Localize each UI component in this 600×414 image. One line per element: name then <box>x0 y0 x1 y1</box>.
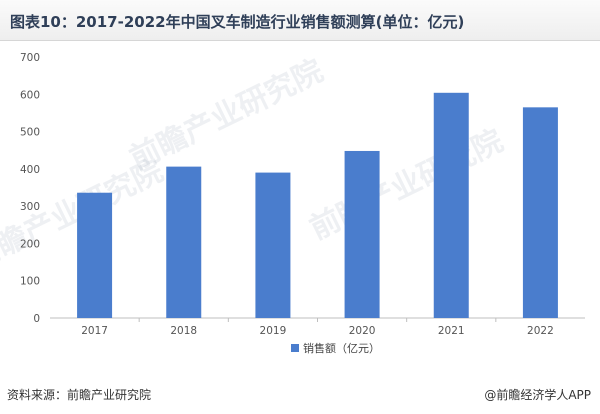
x-tick-label: 2020 <box>349 325 376 337</box>
x-tick-label: 2017 <box>81 325 108 337</box>
bar <box>433 92 469 318</box>
y-tick-label: 0 <box>33 313 40 325</box>
x-tick-label: 2022 <box>527 325 554 337</box>
y-tick-label: 700 <box>20 52 40 64</box>
credit-note: @前瞻经济学人APP <box>484 388 591 402</box>
y-tick-label: 300 <box>20 201 40 213</box>
source-note: 资料来源：前瞻产业研究院 <box>7 388 152 402</box>
x-tick-label: 2021 <box>438 325 465 337</box>
legend-label: 销售额（亿元） <box>303 341 380 355</box>
bar <box>166 166 202 318</box>
x-tick-label: 2018 <box>170 325 197 337</box>
y-tick-label: 600 <box>20 89 40 101</box>
title-bar: 图表10：2017-2022年中国叉车制造行业销售额测算(单位：亿元) <box>0 0 600 41</box>
y-tick-label: 500 <box>20 127 40 139</box>
y-tick-label: 100 <box>20 276 40 288</box>
x-tick-label: 2019 <box>260 325 287 337</box>
y-tick-label: 200 <box>20 238 40 250</box>
chart-title: 图表10：2017-2022年中国叉车制造行业销售额测算(单位：亿元) <box>10 13 465 31</box>
bar <box>77 192 113 318</box>
bar <box>255 172 291 318</box>
bar <box>522 107 558 318</box>
legend-swatch <box>291 344 299 352</box>
bar <box>344 150 380 318</box>
y-tick-label: 400 <box>20 164 40 176</box>
bar-chart: 0 100 200 300 400 500 600 700 2017 2018 2019 2020 20… <box>20 52 585 355</box>
